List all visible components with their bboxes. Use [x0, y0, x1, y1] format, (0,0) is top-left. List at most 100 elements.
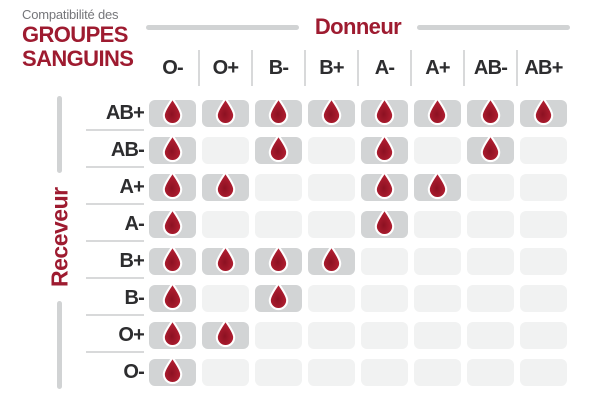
- blood-drop-icon: [215, 170, 236, 199]
- chart-subtitle: Compatibilité des: [22, 7, 119, 22]
- blood-drop-icon: [321, 244, 342, 273]
- cell-B--from-O-: [149, 281, 196, 312]
- blood-drop-icon: [427, 96, 448, 125]
- donor-left-rule: [146, 24, 299, 30]
- blood-drop-icon: [162, 355, 183, 384]
- cell-AB--from-B+: [308, 137, 355, 164]
- cell-A+-from-AB-: [467, 174, 514, 201]
- donor-right-rule: [417, 24, 570, 30]
- column-divider: [357, 50, 359, 86]
- blood-drop-icon: [162, 318, 183, 347]
- receiver-bottom-rule: [57, 301, 62, 389]
- cell-A--from-B+: [308, 211, 355, 238]
- cell-O+-from-O-: [149, 318, 196, 349]
- cell-A--from-B-: [255, 211, 302, 238]
- cell-AB--from-AB+: [520, 137, 567, 164]
- cell-B+-from-AB-: [467, 248, 514, 275]
- column-divider: [516, 50, 518, 86]
- cell-A+-from-A+: [414, 170, 461, 201]
- chart-title-line2: SANGUINS: [22, 46, 134, 71]
- cell-AB+-from-AB+: [520, 96, 567, 127]
- chart-title-line1: GROUPES: [22, 22, 128, 47]
- cell-A+-from-AB+: [520, 174, 567, 201]
- row-divider: [86, 166, 144, 168]
- blood-drop-icon: [215, 244, 236, 273]
- cell-O+-from-B-: [255, 322, 302, 349]
- receiver-top-rule: [57, 96, 62, 173]
- column-header-B+: B+: [319, 57, 344, 79]
- column-header-O+: O+: [212, 57, 239, 79]
- blood-drop-icon: [480, 96, 501, 125]
- blood-drop-icon: [162, 207, 183, 236]
- cell-AB+-from-O-: [149, 96, 196, 127]
- row-label-AB-: AB-: [110, 139, 145, 161]
- cell-B+-from-B+: [308, 244, 355, 275]
- cell-B+-from-A-: [361, 248, 408, 275]
- row-divider: [86, 240, 144, 242]
- cell-B+-from-B-: [255, 244, 302, 275]
- blood-drop-icon: [374, 170, 395, 199]
- cell-O--from-A+: [414, 359, 461, 386]
- cell-AB+-from-O+: [202, 96, 249, 127]
- blood-drop-icon: [268, 133, 289, 162]
- row-divider: [86, 129, 144, 131]
- blood-drop-icon: [374, 96, 395, 125]
- cell-O--from-AB-: [467, 359, 514, 386]
- cell-AB+-from-B-: [255, 96, 302, 127]
- cell-A--from-O-: [149, 207, 196, 238]
- cell-A+-from-O+: [202, 170, 249, 201]
- cell-O+-from-O+: [202, 318, 249, 349]
- cell-O--from-B-: [255, 359, 302, 386]
- row-label-A+: A+: [119, 176, 144, 198]
- column-header-B-: B-: [268, 57, 289, 79]
- row-label-B-: B-: [124, 287, 144, 309]
- cell-O--from-B+: [308, 359, 355, 386]
- row-divider: [86, 277, 144, 279]
- column-divider: [198, 50, 200, 86]
- column-header-AB-: AB-: [473, 57, 508, 79]
- blood-drop-icon: [374, 133, 395, 162]
- column-header-A+: A+: [425, 57, 450, 79]
- cell-AB+-from-A+: [414, 96, 461, 127]
- cell-A--from-O+: [202, 211, 249, 238]
- blood-drop-icon: [427, 170, 448, 199]
- cell-AB+-from-A-: [361, 96, 408, 127]
- cell-AB--from-AB-: [467, 133, 514, 164]
- cell-A+-from-O-: [149, 170, 196, 201]
- cell-AB+-from-AB-: [467, 96, 514, 127]
- row-label-A-: A-: [124, 213, 144, 235]
- cell-A--from-A-: [361, 207, 408, 238]
- cell-B+-from-A+: [414, 248, 461, 275]
- cell-B--from-B-: [255, 281, 302, 312]
- cell-B--from-A+: [414, 285, 461, 312]
- row-divider: [86, 203, 144, 205]
- cell-AB--from-O+: [202, 137, 249, 164]
- row-label-O-: O-: [123, 361, 144, 383]
- cell-AB--from-B-: [255, 133, 302, 164]
- row-label-O+: O+: [118, 324, 144, 346]
- blood-drop-icon: [162, 133, 183, 162]
- cell-O+-from-AB-: [467, 322, 514, 349]
- cell-O--from-O-: [149, 355, 196, 386]
- row-divider: [86, 314, 144, 316]
- cell-O+-from-AB+: [520, 322, 567, 349]
- cell-B+-from-O+: [202, 244, 249, 275]
- blood-drop-icon: [215, 318, 236, 347]
- row-divider: [86, 351, 144, 353]
- blood-drop-icon: [268, 244, 289, 273]
- cell-AB+-from-B+: [308, 96, 355, 127]
- cell-B+-from-AB+: [520, 248, 567, 275]
- chart-title-block: Compatibilité des GROUPES SANGUINS: [22, 6, 142, 71]
- blood-drop-icon: [321, 96, 342, 125]
- blood-drop-icon: [215, 96, 236, 125]
- blood-drop-icon: [268, 96, 289, 125]
- blood-drop-icon: [268, 281, 289, 310]
- cell-B--from-AB+: [520, 285, 567, 312]
- column-divider: [410, 50, 412, 86]
- cell-O--from-A-: [361, 359, 408, 386]
- cell-O+-from-B+: [308, 322, 355, 349]
- cell-A+-from-B+: [308, 174, 355, 201]
- cell-B--from-B+: [308, 285, 355, 312]
- column-header-AB+: AB+: [524, 57, 563, 79]
